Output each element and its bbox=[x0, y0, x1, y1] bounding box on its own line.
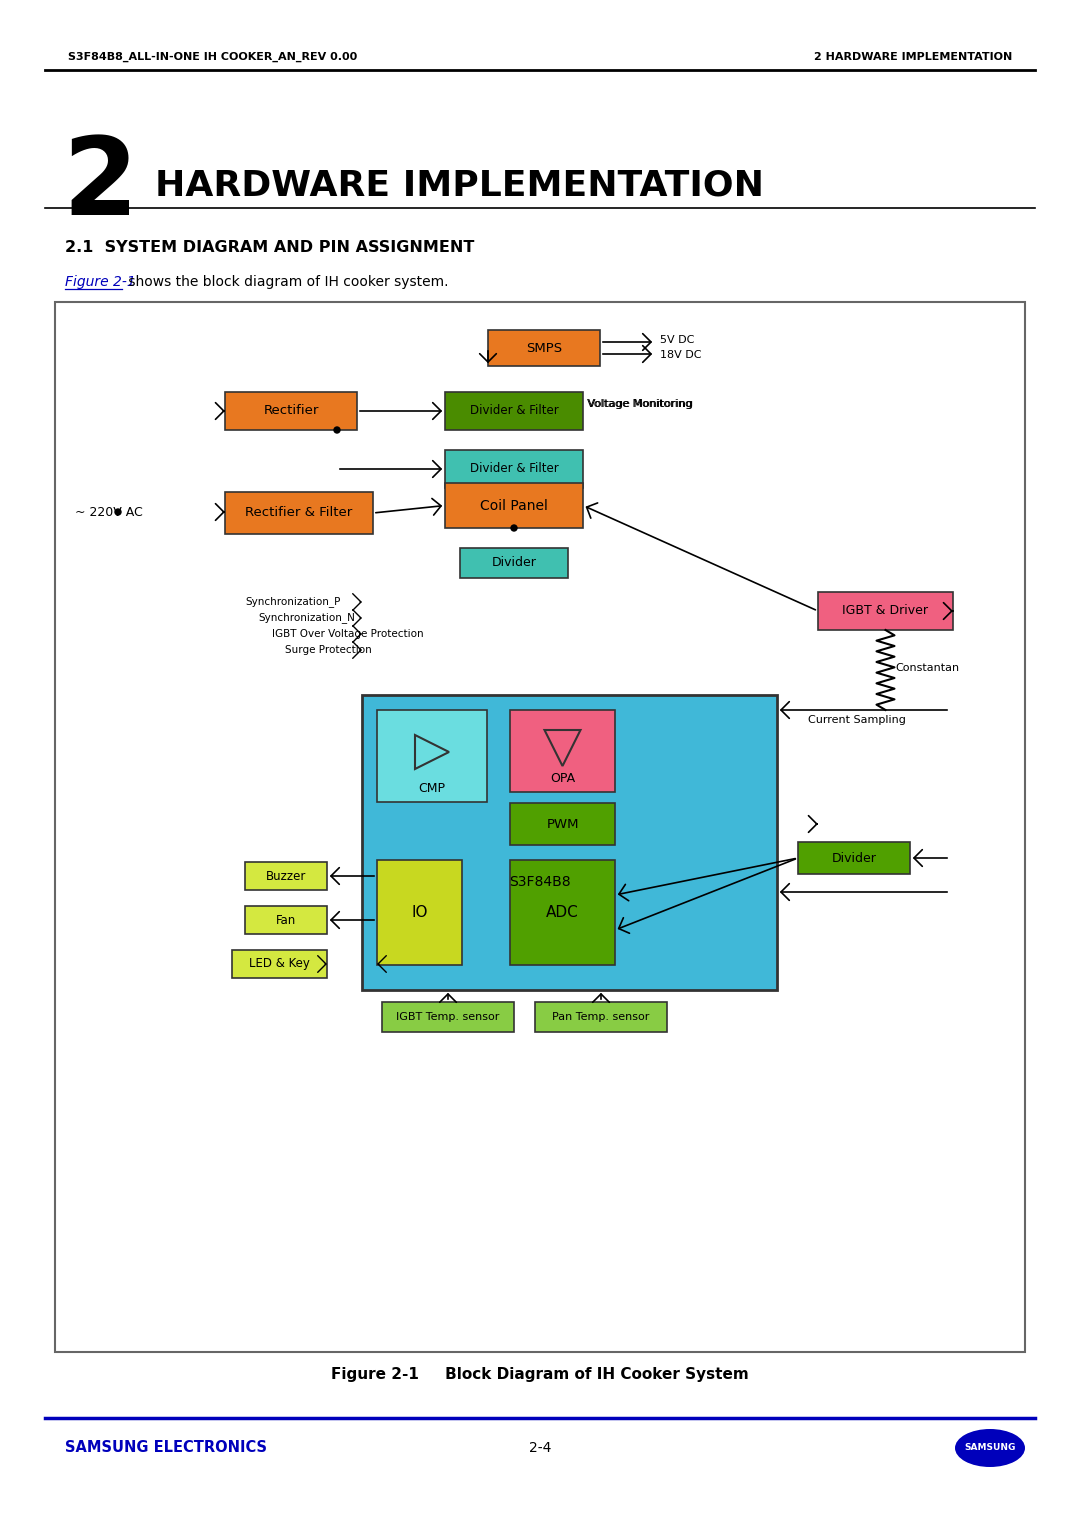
FancyBboxPatch shape bbox=[818, 592, 953, 631]
Text: ~ 220V AC: ~ 220V AC bbox=[75, 505, 143, 519]
Text: Voltage Monitoring: Voltage Monitoring bbox=[588, 399, 693, 409]
FancyBboxPatch shape bbox=[535, 1002, 667, 1032]
Text: Synchronization_P: Synchronization_P bbox=[245, 597, 340, 608]
Ellipse shape bbox=[955, 1429, 1025, 1467]
FancyBboxPatch shape bbox=[488, 330, 600, 366]
FancyBboxPatch shape bbox=[377, 710, 487, 802]
Text: Figure 2-1: Figure 2-1 bbox=[65, 275, 136, 289]
Text: Buzzer: Buzzer bbox=[266, 869, 307, 883]
Text: 2-4: 2-4 bbox=[529, 1441, 551, 1455]
Text: Coil Panel: Coil Panel bbox=[481, 498, 548, 513]
Text: S3F84B8: S3F84B8 bbox=[509, 875, 570, 890]
Text: PWM: PWM bbox=[546, 817, 579, 831]
FancyBboxPatch shape bbox=[510, 710, 615, 793]
Text: 2 HARDWARE IMPLEMENTATION: 2 HARDWARE IMPLEMENTATION bbox=[813, 52, 1012, 63]
FancyBboxPatch shape bbox=[55, 302, 1025, 1351]
FancyBboxPatch shape bbox=[225, 492, 373, 534]
FancyBboxPatch shape bbox=[445, 483, 583, 528]
Text: IGBT & Driver: IGBT & Driver bbox=[842, 605, 929, 617]
Text: CMP: CMP bbox=[419, 782, 446, 794]
Text: IO: IO bbox=[411, 906, 428, 919]
Text: 2: 2 bbox=[62, 131, 137, 238]
Text: Constantan: Constantan bbox=[895, 663, 960, 673]
Circle shape bbox=[114, 508, 121, 515]
Text: ADC: ADC bbox=[546, 906, 579, 919]
Text: shows the block diagram of IH cooker system.: shows the block diagram of IH cooker sys… bbox=[124, 275, 448, 289]
Text: S3F84B8_ALL-IN-ONE IH COOKER_AN_REV 0.00: S3F84B8_ALL-IN-ONE IH COOKER_AN_REV 0.00 bbox=[68, 52, 357, 63]
FancyBboxPatch shape bbox=[382, 1002, 514, 1032]
Text: Synchronization_N: Synchronization_N bbox=[258, 612, 355, 623]
Text: 2.1  SYSTEM DIAGRAM AND PIN ASSIGNMENT: 2.1 SYSTEM DIAGRAM AND PIN ASSIGNMENT bbox=[65, 240, 474, 255]
FancyBboxPatch shape bbox=[445, 392, 583, 431]
Text: Rectifier & Filter: Rectifier & Filter bbox=[245, 507, 353, 519]
FancyBboxPatch shape bbox=[510, 803, 615, 844]
Text: Voltage Monitoring: Voltage Monitoring bbox=[588, 399, 692, 409]
Text: IGBT Temp. sensor: IGBT Temp. sensor bbox=[396, 1012, 500, 1022]
Text: SAMSUNG: SAMSUNG bbox=[964, 1443, 1015, 1452]
Text: SMPS: SMPS bbox=[526, 342, 562, 354]
FancyBboxPatch shape bbox=[445, 450, 583, 489]
Text: Figure 2-1     Block Diagram of IH Cooker System: Figure 2-1 Block Diagram of IH Cooker Sy… bbox=[332, 1368, 748, 1382]
FancyBboxPatch shape bbox=[232, 950, 327, 977]
Text: Divider: Divider bbox=[832, 852, 877, 864]
Text: IGBT Over Voltage Protection: IGBT Over Voltage Protection bbox=[272, 629, 423, 638]
FancyBboxPatch shape bbox=[510, 860, 615, 965]
Text: 5V DC: 5V DC bbox=[660, 334, 694, 345]
Text: Divider & Filter: Divider & Filter bbox=[470, 405, 558, 417]
Text: SAMSUNG ELECTRONICS: SAMSUNG ELECTRONICS bbox=[65, 1440, 267, 1455]
FancyBboxPatch shape bbox=[225, 392, 357, 431]
Text: Divider & Filter: Divider & Filter bbox=[470, 463, 558, 475]
FancyBboxPatch shape bbox=[377, 860, 462, 965]
Text: 18V DC: 18V DC bbox=[660, 350, 702, 360]
FancyBboxPatch shape bbox=[245, 906, 327, 935]
Text: Current Sampling: Current Sampling bbox=[808, 715, 906, 725]
Text: OPA: OPA bbox=[550, 771, 575, 785]
Text: Divider: Divider bbox=[491, 556, 537, 570]
Text: Pan Temp. sensor: Pan Temp. sensor bbox=[552, 1012, 650, 1022]
Text: LED & Key: LED & Key bbox=[249, 957, 310, 971]
Text: Surge Protection: Surge Protection bbox=[285, 644, 372, 655]
Text: Fan: Fan bbox=[275, 913, 296, 927]
FancyBboxPatch shape bbox=[798, 841, 910, 873]
Text: HARDWARE IMPLEMENTATION: HARDWARE IMPLEMENTATION bbox=[156, 168, 764, 202]
FancyBboxPatch shape bbox=[362, 695, 777, 989]
Circle shape bbox=[334, 428, 340, 434]
Circle shape bbox=[511, 525, 517, 531]
FancyBboxPatch shape bbox=[460, 548, 568, 579]
FancyBboxPatch shape bbox=[245, 863, 327, 890]
Text: Rectifier: Rectifier bbox=[264, 405, 319, 417]
